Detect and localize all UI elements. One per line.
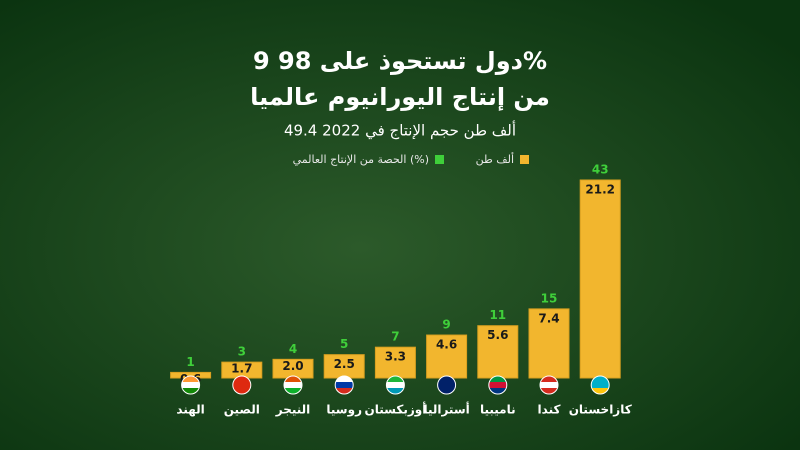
value-label: 3.3 [385, 350, 406, 364]
chart-subtitle: 49.4 ألف طن حجم الإنتاج في 2022 [284, 121, 516, 141]
flag-border [590, 375, 610, 395]
flag-stripe [284, 388, 302, 394]
flag-stripe [488, 376, 507, 383]
flag [334, 375, 354, 395]
flag-stripe [181, 376, 200, 383]
flag [385, 375, 405, 395]
legend-label: ألف طن [476, 152, 514, 166]
bar [579, 179, 621, 379]
flag-border [539, 375, 559, 395]
bar [374, 346, 416, 379]
x-tick-label: كازاخستان [569, 403, 632, 417]
flag-stripe [488, 382, 507, 389]
flag-stripe [437, 382, 456, 389]
bar [477, 325, 519, 379]
flag-stripe [591, 388, 610, 394]
flag-border [437, 375, 457, 395]
flag-border [488, 375, 508, 395]
value-label: 1.7 [231, 362, 252, 376]
x-tick-label: روسيا [326, 403, 362, 418]
flag-stripe [437, 376, 456, 383]
legend: ألف طن الحصة من الإنتاج العالمي (%) [293, 152, 529, 166]
share-label: 4 [289, 342, 297, 356]
flag-stripe [437, 388, 456, 394]
plot: 0.61الهند1.73الصين2.04النيجر2.55روسيا3.3… [170, 163, 632, 418]
flag-stripe [232, 382, 251, 389]
flag-stripe [386, 376, 405, 383]
flag [232, 375, 252, 395]
legend-swatch [435, 155, 444, 164]
flag [488, 375, 508, 395]
flag-stripe [540, 388, 558, 394]
x-tick-label: أوزبكستان [364, 402, 426, 418]
flag [437, 375, 457, 395]
flag [181, 375, 201, 395]
share-label: 3 [238, 345, 246, 359]
flag-stripe [335, 382, 354, 389]
flag-stripe [181, 382, 200, 389]
value-label: 2.0 [282, 359, 303, 373]
x-tick-label: ناميبيا [480, 403, 516, 417]
flag-stripe [591, 382, 610, 389]
x-tick-label: الهند [176, 403, 204, 417]
share-label: 7 [391, 330, 399, 344]
share-label: 1 [186, 355, 194, 369]
flag-border [334, 375, 354, 395]
flag-border [385, 375, 405, 395]
share-label: 43 [592, 163, 609, 177]
flag [590, 375, 610, 395]
flag-stripe [540, 376, 558, 383]
flag-border [232, 375, 252, 395]
chart-title: 9 دول تستحوذ على 98% [253, 47, 547, 75]
flag-stripe [284, 376, 302, 383]
chart-title: من إنتاج اليورانيوم عالميا [250, 83, 550, 111]
flag [539, 375, 559, 395]
legend-swatch [520, 155, 529, 164]
value-label: 5.6 [487, 328, 508, 342]
flag-stripe [591, 376, 610, 383]
flag-stripe [232, 376, 251, 383]
flag [283, 375, 303, 395]
legend-label: الحصة من الإنتاج العالمي (%) [293, 153, 429, 166]
share-label: 9 [442, 318, 450, 332]
x-tick-label: الصين [224, 403, 260, 417]
flag-border [283, 375, 303, 395]
flag-stripe [335, 388, 354, 394]
value-label: 2.5 [334, 357, 355, 371]
x-tick-label: كندا [538, 403, 561, 417]
flag-stripe [181, 388, 200, 394]
x-tick-label: أستراليا [423, 402, 469, 417]
flag-stripe [232, 388, 251, 394]
flag-border [181, 375, 201, 395]
value-label: 21.2 [585, 183, 615, 197]
flag-stripe [540, 382, 558, 389]
value-label: 7.4 [538, 311, 559, 325]
value-label: 4.6 [436, 338, 457, 352]
flag-stripe [335, 376, 354, 383]
share-label: 5 [340, 337, 348, 351]
flag-stripe [488, 388, 507, 394]
bar [528, 308, 570, 379]
share-label: 11 [489, 308, 506, 322]
flag-stripe [284, 382, 302, 389]
share-label: 15 [541, 291, 558, 305]
flag-stripe [386, 388, 405, 394]
x-tick-label: النيجر [275, 403, 311, 417]
flag-stripe [386, 382, 405, 389]
